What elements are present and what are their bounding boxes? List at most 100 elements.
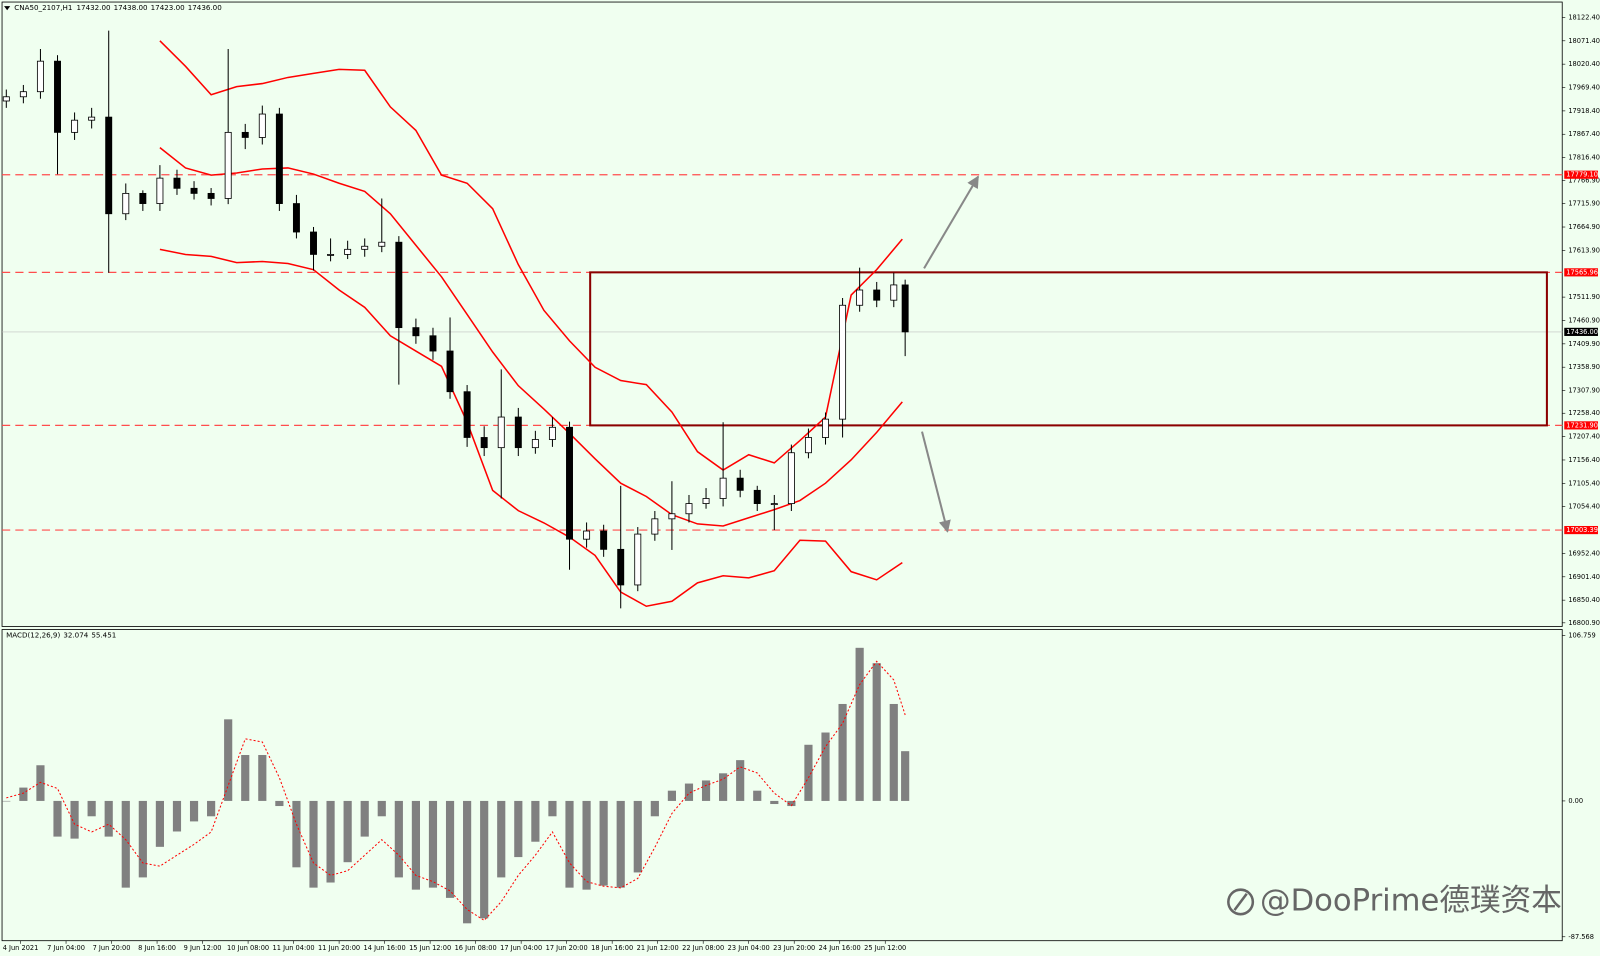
candle-body [839, 304, 847, 420]
watermark-icon [1227, 888, 1255, 916]
candle-body [139, 192, 147, 204]
macd-bar [326, 800, 335, 883]
macd-bar [821, 732, 830, 801]
x-tick-label: 21 Jun 12:00 [637, 944, 679, 952]
candle-body [105, 116, 113, 215]
macd-bar [701, 780, 711, 801]
macd-bar [343, 800, 352, 863]
quote: 17423.00 [151, 3, 185, 12]
y-tick-label: 17307.90 [1568, 387, 1600, 395]
macd-bar [207, 800, 216, 817]
x-tick-label: 11 Jun 04:00 [273, 944, 315, 952]
level-label: 17003.39 [1566, 526, 1598, 534]
y-tick-label: 18071.40 [1568, 37, 1600, 45]
macd-bar [633, 800, 642, 873]
y-tick-label: 106.759 [1568, 631, 1595, 639]
candle-body [822, 418, 829, 438]
macd-bar [172, 800, 182, 832]
macd-bar [53, 800, 62, 837]
macd-bar [753, 790, 762, 801]
candle-body [310, 231, 317, 255]
y-tick-label: 16850.40 [1568, 596, 1600, 604]
candle-body [412, 327, 420, 337]
candle-body [224, 131, 232, 199]
candle-body [702, 498, 710, 504]
macd-header: MACD(12,26,9) 32.074 55.451 [6, 631, 116, 640]
level-label: 17436.00 [1566, 328, 1598, 336]
macd-bar [258, 755, 267, 801]
macd-bar [582, 800, 591, 890]
y-tick-label: 18122.40 [1568, 13, 1600, 21]
macd-bar [155, 800, 164, 847]
candle-body [719, 477, 727, 499]
y-tick-label: 17207.40 [1568, 433, 1600, 441]
watermark: @DooPrime德璞资本 [1227, 883, 1562, 918]
y-tick-label: 17816.40 [1568, 154, 1600, 162]
candle-body [71, 119, 79, 133]
quote: 55.451 [91, 631, 116, 640]
candle-body [463, 391, 471, 438]
x-tick-label: 7 Jun 20:00 [93, 944, 131, 952]
macd-bar [838, 703, 847, 801]
level-tag [1564, 327, 1598, 336]
x-tick-label: 24 Jun 16:00 [819, 944, 861, 952]
x-tick-label: 15 Jun 12:00 [409, 944, 451, 952]
y-tick-label: 17409.90 [1568, 340, 1600, 348]
x-tick-label: 18 Jun 16:00 [591, 944, 633, 952]
macd-signal [6, 660, 906, 922]
range-box [589, 271, 1548, 427]
y-tick-label: 17664.90 [1568, 223, 1600, 231]
macd-bar [531, 800, 540, 842]
y-tick-label: 17613.90 [1568, 246, 1600, 254]
arrow-down [921, 431, 951, 533]
macd-bar [104, 800, 113, 837]
quote: 17432.00 [77, 3, 111, 12]
x-tick-label: 8 Jun 16:00 [138, 944, 176, 952]
y-tick-label: 17358.90 [1568, 363, 1600, 371]
candle-body [497, 416, 505, 449]
macd-bar [2, 800, 11, 802]
macd-bar [787, 800, 796, 807]
candle-body [804, 437, 812, 454]
x-tick-label: 4 Jun 2021 [3, 944, 39, 952]
macd-bar [616, 800, 625, 888]
candle-body [514, 416, 522, 449]
watermark-text: @DooPrime德璞资本 [1260, 883, 1562, 918]
collapse-icon[interactable] [4, 6, 11, 11]
bollinger-band [159, 248, 903, 608]
macd-bar [463, 800, 472, 924]
level-label: 17231.90 [1566, 421, 1598, 429]
candle-body [446, 350, 454, 393]
macd-bar [411, 800, 420, 890]
macd-bar [650, 800, 659, 817]
macd-bar [360, 800, 369, 837]
candle-body [344, 248, 352, 255]
macd-bar [19, 787, 28, 801]
macd-bar [189, 800, 199, 822]
y-tick-label: 17969.40 [1568, 84, 1600, 92]
y-tick-label: 18020.40 [1568, 60, 1600, 68]
candle-body [258, 113, 266, 138]
x-tick-label: 23 Jun 20:00 [773, 944, 815, 952]
x-tick-label: 17 Jun 20:00 [546, 944, 588, 952]
macd-bar [855, 647, 864, 801]
candle-body [207, 192, 215, 199]
x-tick-label: 9 Jun 12:00 [184, 944, 222, 952]
candle-body [275, 113, 283, 204]
watermark-icon [1233, 892, 1248, 911]
candle-body [190, 187, 198, 194]
macd-bar [377, 800, 386, 817]
candle-body [292, 203, 300, 233]
y-tick-label: 17766.90 [1568, 176, 1600, 184]
y-tick-label: 17105.40 [1568, 479, 1600, 487]
y-tick-label: 17054.40 [1568, 503, 1600, 511]
macd-bar [719, 773, 728, 801]
candle-body [327, 254, 335, 256]
x-tick-label: 22 Jun 08:00 [682, 944, 724, 952]
y-tick-label: 16901.40 [1568, 573, 1600, 581]
level-label: 17779.10 [1566, 171, 1598, 179]
symbol: CNA50_2107,H1 [14, 3, 72, 12]
y-tick-label: -87.568 [1568, 933, 1594, 941]
